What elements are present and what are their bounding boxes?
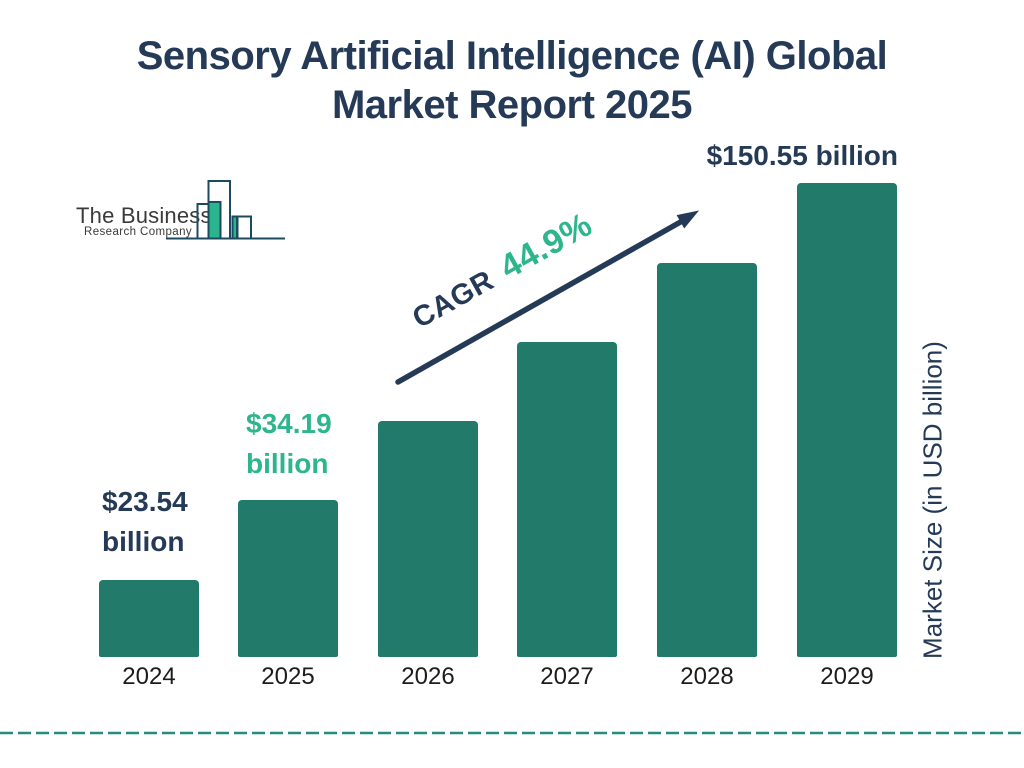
x-tick-2027: 2027 (540, 663, 594, 690)
page-title: Sensory Artificial Intelligence (AI) Glo… (0, 32, 1024, 130)
page-title-line2: Market Report 2025 (331, 83, 693, 127)
x-tick-2025: 2025 (261, 663, 315, 690)
bar-2028 (657, 263, 757, 657)
cagr-label: CAGR (407, 264, 500, 335)
value-label-2024-unit: billion (102, 526, 185, 557)
x-tick-2029: 2029 (820, 663, 874, 690)
value-label-2024: $23.54 billion (102, 482, 188, 562)
value-label-2029: $150.55 billion (706, 140, 898, 171)
logo-company-subtitle: Research Company (84, 226, 193, 238)
bar-chart-logo-icon (166, 180, 285, 240)
bar-2026 (378, 421, 478, 657)
x-tick-2028: 2028 (680, 663, 734, 690)
bar-2029 (797, 183, 897, 657)
x-tick-2024: 2024 (122, 663, 176, 690)
page-title-line1: Sensory Artificial Intelligence (AI) Glo… (136, 34, 888, 78)
bar-2024 (99, 580, 199, 657)
cagr-value: 44.9% (493, 205, 599, 287)
value-label-2025-amount: $34.19 (246, 408, 332, 439)
value-label-2024-amount: $23.54 (102, 486, 188, 517)
x-tick-2026: 2026 (401, 663, 455, 690)
y-axis-label: Market Size (in USD billion) (917, 341, 948, 659)
bar-2025 (238, 500, 338, 657)
value-label-2025: $34.19 billion (246, 404, 332, 484)
value-label-2025-unit: billion (246, 448, 329, 479)
logo-company-name: The Business (76, 203, 212, 228)
cagr-annotation: CAGR44.9% (405, 205, 599, 336)
bar-2027 (517, 342, 617, 657)
